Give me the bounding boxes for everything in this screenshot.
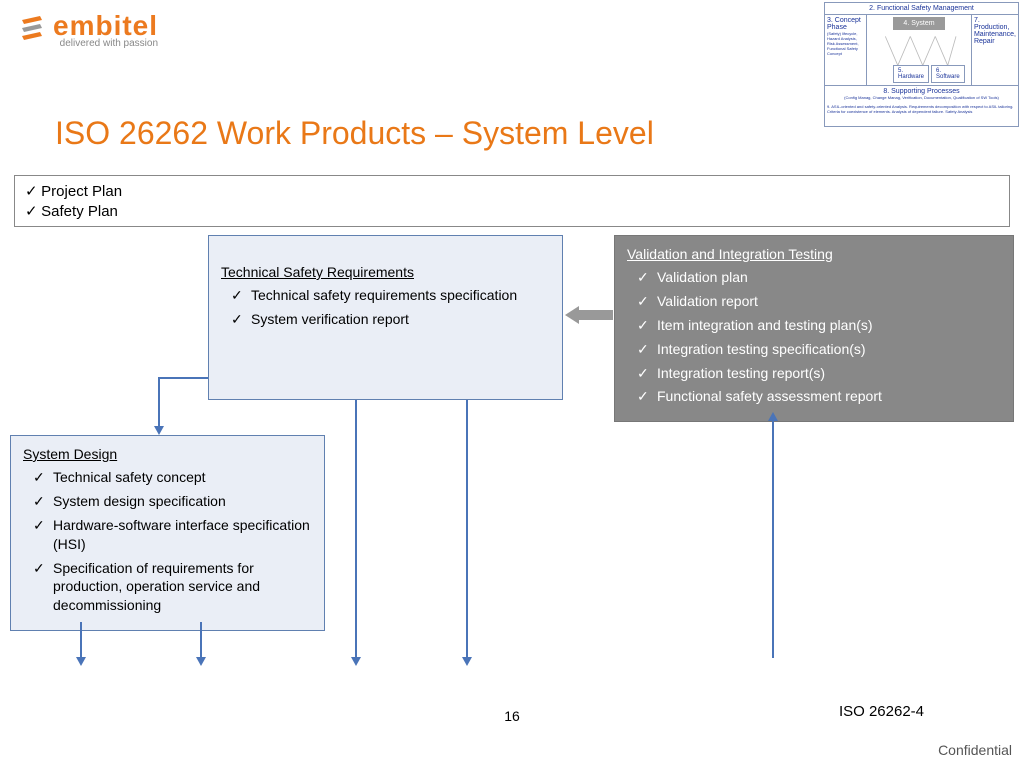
sd-item: ✓System design specification xyxy=(33,492,312,511)
mini-footnote: 9. ASIL-oriented and safety-oriented Ana… xyxy=(825,102,1018,116)
validation-box: Validation and Integration Testing ✓Vali… xyxy=(614,235,1014,422)
vit-item: ✓Integration testing specification(s) xyxy=(637,340,1001,359)
mini-software: 6. Software xyxy=(931,65,965,83)
mini-iso-diagram: 2. Functional Safety Management 3. Conce… xyxy=(824,2,1019,127)
mini-supporting-sub: (Config Manag, Change Manag, Verificatio… xyxy=(827,95,1016,100)
arrow-tsr-down-2-head xyxy=(462,657,472,666)
tsr-title: Technical Safety Requirements xyxy=(221,264,550,280)
footer-ref: ISO 26262-4 xyxy=(839,703,924,720)
logo: embitel delivered with passion xyxy=(20,10,158,49)
logo-tagline: delivered with passion xyxy=(53,38,158,49)
arrow-sd-down-2 xyxy=(200,622,202,658)
arrow-sd-down-2-head xyxy=(196,657,206,666)
mini-production: 7. Production, Maintenance, Repair xyxy=(974,17,1016,45)
plan-item: ✓ Project Plan xyxy=(25,182,999,200)
page-number: 16 xyxy=(504,708,520,724)
system-design-box: System Design ✓Technical safety concept … xyxy=(10,435,325,631)
vit-item: ✓Functional safety assessment report xyxy=(637,387,1001,406)
arrow-vit-up xyxy=(772,420,774,658)
sd-item: ✓Hardware-software interface specificati… xyxy=(33,516,312,554)
vit-item: ✓Validation report xyxy=(637,292,1001,311)
arrow-tsr-sd-v xyxy=(158,377,160,427)
logo-icon xyxy=(20,14,48,47)
arrow-tsr-sd-h xyxy=(158,377,208,379)
arrow-sd-down-1-head xyxy=(76,657,86,666)
arrow-sd-down-1 xyxy=(80,622,82,658)
sd-item: ✓Technical safety concept xyxy=(33,468,312,487)
sd-item: ✓Specification of requirements for produ… xyxy=(33,559,312,616)
arrow-vit-up-head xyxy=(768,412,778,421)
tsr-box: Technical Safety Requirements ✓Technical… xyxy=(208,235,563,400)
tsr-item: ✓System verification report xyxy=(231,310,550,329)
mini-supporting: 8. Supporting Processes xyxy=(827,88,1016,95)
page-title: ISO 26262 Work Products – System Level xyxy=(55,115,654,152)
plans-box: ✓ Project Plan ✓ Safety Plan xyxy=(14,175,1010,227)
tsr-item: ✓Technical safety requirements specifica… xyxy=(231,286,550,305)
sd-title: System Design xyxy=(23,446,312,462)
arrow-vit-to-tsr xyxy=(565,306,613,324)
vit-item: ✓Validation plan xyxy=(637,268,1001,287)
arrow-tsr-down-1 xyxy=(355,400,357,658)
vit-title: Validation and Integration Testing xyxy=(627,246,1001,262)
mini-concept-title: 3. Concept Phase xyxy=(827,17,864,31)
vit-item: ✓Integration testing report(s) xyxy=(637,364,1001,383)
arrow-tsr-down-1-head xyxy=(351,657,361,666)
mini-system: 4. System xyxy=(893,17,945,30)
arrow-tsr-down-2 xyxy=(466,400,468,658)
confidential: Confidential xyxy=(938,742,1012,758)
mini-concept-sub: (Safety) lifecycle, Hazard Analysis, Ris… xyxy=(827,31,864,56)
mini-hardware: 5. Hardware xyxy=(893,65,929,83)
vit-item: ✓Item integration and testing plan(s) xyxy=(637,316,1001,335)
plan-item: ✓ Safety Plan xyxy=(25,202,999,220)
mini-top: 2. Functional Safety Management xyxy=(825,3,1018,15)
arrow-tsr-sd-head xyxy=(154,426,164,435)
